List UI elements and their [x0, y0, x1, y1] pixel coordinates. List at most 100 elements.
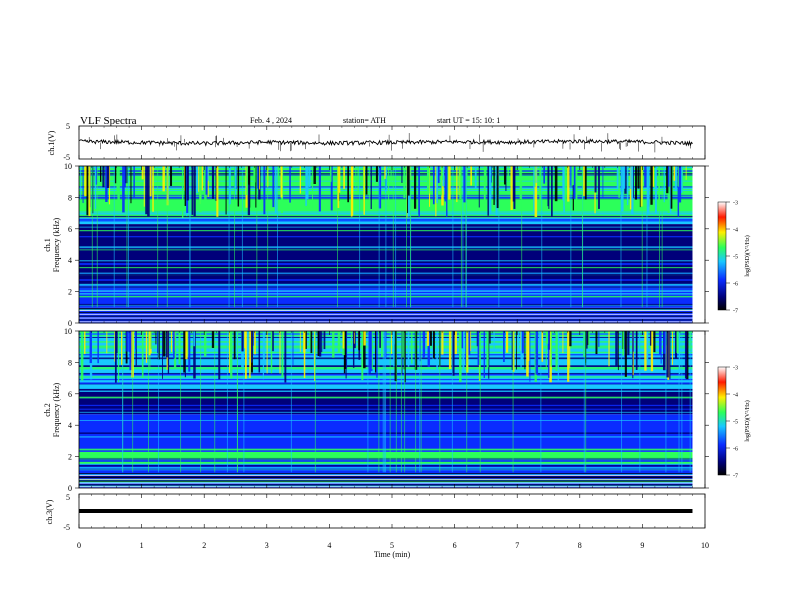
colorbar-tick-label: -7 [733, 474, 738, 480]
spectrogram-sferic-streak [626, 166, 629, 206]
spectrogram-sferic-streak [429, 331, 432, 346]
spectrogram-sferic-streak [407, 166, 410, 196]
spectrogram-sferic-streak [141, 331, 144, 379]
spectrogram-sferic-streak [173, 331, 177, 368]
spectrogram-sferic-streak [357, 166, 359, 194]
spectrogram-sferic-streak [644, 166, 647, 188]
spectrogram-sferic-streak [533, 166, 535, 214]
spectrogram-sferic-streak [437, 166, 440, 184]
ch1-waveform-ytick: -5 [63, 153, 70, 162]
spectrogram-sferic-streak [461, 331, 464, 349]
spectrogram-sferic-streak [314, 331, 316, 473]
spectrogram-sferic-streak [323, 331, 326, 350]
ch3-waveform-ylabel: ch.3(V) [45, 499, 54, 524]
spectrogram-narrowband-line [79, 475, 693, 478]
frequency-tick-label: 4 [68, 421, 72, 430]
spectrogram-sferic-streak [677, 166, 680, 217]
spectrogram-sferic-streak [468, 331, 471, 356]
spectrogram-sferic-streak [204, 166, 207, 205]
spectrogram-sferic-streak [658, 331, 662, 355]
spectrogram-sferic-streak [581, 166, 583, 308]
spectrogram-sferic-streak [587, 331, 590, 345]
colorbar-tick-label: -7 [733, 309, 738, 315]
spectrogram-sferic-streak [148, 331, 149, 473]
spectrogram-sferic-streak [663, 331, 666, 354]
spectrogram-sferic-streak [204, 331, 207, 357]
ch3-waveform-ytick: 5 [66, 493, 70, 502]
spectrogram-sferic-streak [493, 166, 495, 205]
spectrogram-sferic-streak [358, 331, 360, 351]
spectrogram-sferic-streak [678, 331, 680, 473]
spectrogram-sferic-streak [624, 166, 627, 194]
spectrogram-sferic-streak [228, 331, 230, 373]
spectrogram-sferic-streak [466, 331, 468, 473]
spectrogram-sferic-streak [584, 166, 587, 200]
spectrogram-sferic-streak [621, 166, 624, 212]
spectrogram-sferic-streak [566, 166, 568, 204]
colorbar-tick-label: -4 [733, 393, 738, 399]
spectrogram-sferic-streak [512, 166, 516, 202]
spectrogram-sferic-streak [650, 166, 653, 205]
spectrogram-sferic-streak [400, 331, 402, 473]
spectrogram-sferic-streak [352, 331, 355, 368]
spectrogram-sferic-streak [299, 331, 301, 353]
spectrogram-sferic-streak [448, 331, 452, 370]
station-label: station= ATH [343, 116, 386, 125]
spectrogram-sferic-streak [617, 331, 619, 371]
spectrogram-sferic-streak [306, 166, 309, 200]
spectrogram-sferic-streak [355, 166, 357, 189]
spectrogram-sferic-streak [94, 166, 97, 210]
spectrogram-sferic-streak [685, 166, 687, 180]
frequency-tick-label: 6 [68, 225, 72, 234]
colorbar-tick-label: -6 [733, 282, 738, 288]
spectrogram-sferic-streak [510, 166, 513, 211]
spectrogram-sferic-streak [281, 331, 284, 378]
spectrogram-sferic-streak [543, 166, 545, 184]
spectrogram-sferic-streak [452, 166, 454, 308]
ch3-waveform-panel: ch.3(V) 5 -5 [45, 493, 706, 532]
spectrogram-sferic-streak [145, 331, 148, 363]
spectrogram-sferic-streak [669, 166, 672, 213]
ch1-waveform-line [78, 138, 693, 147]
spectrogram-sferic-streak [80, 166, 82, 200]
time-tick-label: 3 [265, 541, 269, 550]
spectrogram-sferic-streak [616, 166, 620, 190]
spectrogram-sferic-streak [638, 331, 640, 350]
spectrogram-sferic-streak [321, 331, 323, 353]
spectrogram-sferic-streak [116, 331, 118, 354]
spectrogram-sferic-streak [483, 166, 486, 207]
spectrogram-sferic-streak [313, 166, 316, 184]
spectrogram-sferic-streak [594, 166, 597, 193]
spectrogram-sferic-streak [557, 331, 558, 365]
spectrogram-sferic-streak [463, 166, 466, 203]
spectrogram-sferic-streak [290, 331, 292, 473]
spectrogram-lowfreq-stripe [79, 473, 693, 475]
spectrogram-sferic-streak [534, 166, 536, 188]
spectrogram-sferic-streak [680, 166, 683, 193]
ch2-colorbar: -3 -4 -5 -6 -7 log(PSD)(V²/Hz) [717, 366, 751, 480]
spectrogram-sferic-streak [114, 331, 117, 383]
spectrogram-sferic-streak [484, 166, 487, 182]
time-tick-label: 1 [140, 541, 144, 550]
spectrogram-sferic-streak [641, 166, 643, 308]
spectrogram-sferic-streak [436, 331, 438, 373]
spectrogram-sferic-streak [679, 331, 681, 375]
spectrogram-sferic-streak [647, 166, 650, 215]
spectrogram-sferic-streak [243, 331, 245, 473]
spectrogram-narrowband-line [79, 485, 693, 487]
spectrogram-sferic-streak [246, 331, 249, 365]
spectrogram-sferic-streak [637, 166, 640, 189]
colorbar-tick-label: -5 [733, 255, 738, 261]
spectrogram-sferic-streak [663, 166, 665, 203]
spectrogram-lowfreq-stripe [79, 308, 693, 310]
ch1-spectrogram-yticks: 0 2 4 6 8 10 [64, 162, 709, 328]
spectrogram-sferic-streak [184, 166, 187, 206]
ch2-colorbar-ticks: -3 -4 -5 -6 -7 [726, 366, 738, 480]
time-tick-label: 0 [77, 541, 81, 550]
spectrogram-sferic-streak [621, 331, 623, 473]
spectrogram-lowfreq-stripe [79, 482, 693, 484]
spectrogram-sferic-streak [653, 166, 656, 188]
spectrogram-sferic-streak [361, 331, 364, 381]
spectrogram-sferic-streak [84, 331, 86, 355]
spectrogram-sferic-streak [120, 331, 124, 365]
